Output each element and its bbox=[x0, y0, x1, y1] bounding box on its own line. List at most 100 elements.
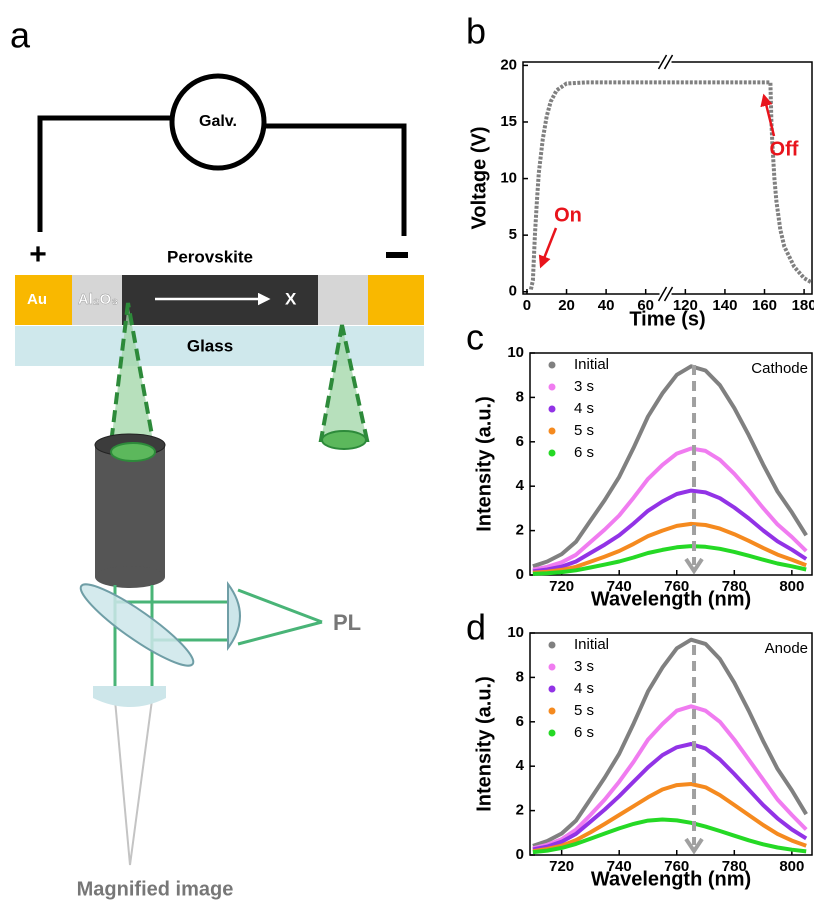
y-tick-label: 10 bbox=[500, 170, 517, 187]
annotation: Off bbox=[770, 138, 799, 160]
plus-sign: + bbox=[29, 238, 47, 271]
wire bbox=[263, 123, 407, 236]
annotation-arrow bbox=[760, 93, 776, 137]
panel-a: a Galv. + Perovskite Au Al₂O₃ X Glass PL bbox=[10, 15, 424, 900]
legend-marker bbox=[548, 641, 556, 649]
shift-arrow bbox=[684, 837, 704, 855]
legend-marker bbox=[548, 405, 556, 413]
axis-break bbox=[657, 286, 668, 302]
legend-marker bbox=[548, 729, 556, 737]
panel-label: d bbox=[466, 607, 486, 648]
focus-spot bbox=[321, 430, 367, 450]
focus-spot bbox=[110, 442, 156, 462]
direction-label: X bbox=[285, 289, 297, 308]
beam-splitter bbox=[79, 583, 195, 667]
x-axis-label: Wavelength (nm) bbox=[591, 588, 751, 610]
objective bbox=[95, 566, 165, 588]
y-tick-label: 0 bbox=[516, 566, 524, 583]
legend-label: 5 s bbox=[574, 702, 594, 719]
y-tick-label: 6 bbox=[516, 713, 524, 730]
data-line bbox=[532, 488, 808, 574]
data-line bbox=[532, 782, 807, 854]
legend-label: Initial bbox=[574, 356, 609, 373]
legend-marker bbox=[548, 383, 556, 391]
axis-break bbox=[663, 286, 674, 302]
legend-label: 4 s bbox=[574, 680, 594, 697]
insulator bbox=[72, 275, 122, 325]
data-line bbox=[532, 704, 808, 851]
y-tick-label: 6 bbox=[516, 433, 524, 450]
y-tick-label: 4 bbox=[516, 757, 525, 774]
chart: b 0 5 10 15 20 0 20 40 60 120 140 160 180 Time (s) Volt… bbox=[466, 11, 814, 331]
annotation-arrow bbox=[538, 227, 558, 269]
axis-break bbox=[659, 288, 672, 300]
x-tick-label: 20 bbox=[558, 297, 575, 314]
lens bbox=[93, 686, 166, 707]
x-axis-label: Time (s) bbox=[629, 308, 705, 330]
y-tick-label: 0 bbox=[509, 283, 517, 300]
pl-label: PL bbox=[333, 610, 361, 635]
legend-label: 3 s bbox=[574, 378, 594, 395]
electrode-label: Au bbox=[27, 291, 47, 308]
y-axis-label: Intensity (a.u.) bbox=[473, 676, 495, 812]
chart: d 0 2 4 6 8 10 720 740 760 780 800 Wavelength (nm) In… bbox=[466, 607, 813, 890]
y-tick-label: 8 bbox=[516, 388, 524, 405]
plot-frame bbox=[522, 61, 813, 295]
y-tick-label: 8 bbox=[516, 668, 524, 685]
y-tick-label: 0 bbox=[516, 846, 524, 863]
data-line bbox=[532, 742, 808, 852]
axis-break bbox=[663, 54, 674, 70]
y-tick-label: 15 bbox=[500, 113, 517, 130]
data-line bbox=[532, 364, 808, 569]
x-tick-label: 780 bbox=[722, 578, 747, 595]
annotation: On bbox=[554, 204, 582, 226]
legend-label: 5 s bbox=[574, 422, 594, 439]
x-tick-label: 800 bbox=[779, 858, 804, 875]
perovskite-label: Perovskite bbox=[167, 247, 253, 266]
galvanometer bbox=[169, 73, 267, 171]
data-line bbox=[528, 80, 813, 290]
data-line bbox=[532, 521, 807, 575]
glass-label: Glass bbox=[187, 336, 233, 355]
y-axis-label: Voltage (V) bbox=[468, 127, 490, 230]
panel-label: b bbox=[466, 11, 486, 52]
x-tick-label: 40 bbox=[598, 297, 615, 314]
plot-frame bbox=[529, 632, 813, 856]
x-tick-label: 760 bbox=[664, 858, 689, 875]
data-line bbox=[532, 637, 808, 848]
beam bbox=[114, 699, 153, 866]
legend-label: 6 s bbox=[574, 444, 594, 461]
output-label: Magnified image bbox=[77, 878, 234, 900]
legend-marker bbox=[548, 449, 556, 457]
panel-label: c bbox=[466, 317, 484, 358]
x-tick-label: 180 bbox=[792, 297, 814, 314]
y-tick-label: 2 bbox=[516, 522, 524, 539]
legend-label: 3 s bbox=[574, 658, 594, 675]
legend-marker bbox=[548, 361, 556, 369]
x-tick-label: 760 bbox=[664, 578, 689, 595]
corner-label: Anode bbox=[765, 640, 808, 657]
corner-label: Cathode bbox=[751, 360, 808, 377]
galvanometer-label: Galv. bbox=[199, 113, 237, 130]
data-line bbox=[532, 446, 808, 572]
x-tick-label: 720 bbox=[549, 858, 574, 875]
x-tick-label: 740 bbox=[607, 578, 632, 595]
x-tick-label: 740 bbox=[607, 858, 632, 875]
legend-label: 6 s bbox=[574, 724, 594, 741]
x-tick-label: 800 bbox=[779, 578, 804, 595]
plot-frame bbox=[529, 352, 813, 576]
data-line bbox=[532, 544, 807, 576]
wire bbox=[37, 115, 173, 232]
x-tick-label: 60 bbox=[637, 297, 654, 314]
glass bbox=[15, 326, 424, 366]
electrode bbox=[368, 275, 424, 325]
legend-marker bbox=[548, 663, 556, 671]
axis-break bbox=[657, 54, 668, 70]
x-tick-label: 120 bbox=[673, 297, 698, 314]
y-tick-label: 5 bbox=[509, 226, 517, 243]
x-tick-label: 720 bbox=[549, 578, 574, 595]
legend-label: Initial bbox=[574, 636, 609, 653]
x-tick-label: 0 bbox=[523, 297, 531, 314]
x-tick-label: 140 bbox=[712, 297, 737, 314]
y-axis-label: Intensity (a.u.) bbox=[473, 396, 495, 532]
